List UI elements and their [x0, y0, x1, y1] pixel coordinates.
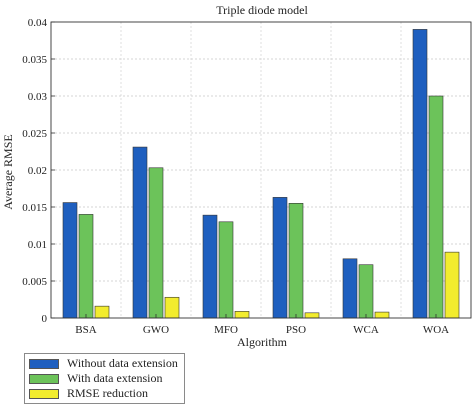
- plot-frame: [50, 21, 472, 319]
- bar-woa-series-1: [412, 29, 428, 319]
- bar-woa-series-3: [444, 251, 460, 319]
- legend-swatch-series-2: [29, 373, 59, 384]
- y-tick-label: 0.01: [28, 239, 47, 251]
- y-tick-label: 0.035: [22, 54, 47, 66]
- bar-bsa-series-3: [94, 305, 110, 319]
- bar-gwo-series-3: [164, 296, 180, 319]
- legend-swatch-series-3: [29, 388, 59, 399]
- y-tick-label: 0.04: [28, 17, 48, 29]
- bar-wca-series-1: [342, 258, 358, 319]
- legend-label-series-1: Without data extension: [67, 356, 178, 370]
- x-tick-label: MFO: [214, 324, 238, 336]
- legend-label-series-3: RMSE reduction: [67, 386, 148, 400]
- bar-gwo-series-2: [148, 167, 164, 319]
- bar-wca-series-2: [358, 264, 374, 319]
- x-tick-label: GWO: [143, 324, 169, 336]
- x-axis-label: Algorithm: [237, 335, 288, 349]
- bar-mfo-series-1: [202, 214, 218, 319]
- bar-pso-series-1: [272, 197, 288, 319]
- bar-pso-series-2: [288, 203, 304, 319]
- bar-mfo-series-2: [218, 221, 234, 319]
- bar-bsa-series-1: [62, 202, 78, 319]
- bar-pso-series-3: [304, 312, 320, 319]
- legend-swatch-series-1: [29, 358, 59, 369]
- bar-gwo-series-1: [132, 146, 148, 319]
- y-axis-label: Average RMSE: [1, 134, 15, 209]
- x-tick-label: PSO: [286, 324, 306, 336]
- y-tick-label: 0.02: [28, 165, 47, 177]
- bar-woa-series-2: [428, 95, 444, 319]
- x-tick-label: WOA: [423, 324, 449, 336]
- bar-wca-series-3: [374, 311, 390, 319]
- legend-label-series-2: With data extension: [67, 371, 163, 385]
- y-tick-label: 0.005: [22, 276, 47, 288]
- bar-mfo-series-3: [234, 311, 250, 319]
- y-tick-label: 0: [42, 313, 48, 325]
- x-tick-label: BSA: [75, 324, 96, 336]
- chart-title: Triple diode model: [216, 3, 308, 17]
- legend-item-series-3: RMSE reduction: [29, 386, 178, 401]
- legend-item-series-1: Without data extension: [29, 356, 178, 371]
- x-tick-label: WCA: [353, 324, 379, 336]
- y-tick-label: 0.03: [28, 91, 48, 103]
- y-tick-label: 0.025: [22, 128, 47, 140]
- legend-item-series-2: With data extension: [29, 371, 178, 386]
- legend: Without data extension With data extensi…: [24, 353, 185, 404]
- bar-bsa-series-2: [78, 214, 94, 319]
- y-tick-label: 0.015: [22, 202, 47, 214]
